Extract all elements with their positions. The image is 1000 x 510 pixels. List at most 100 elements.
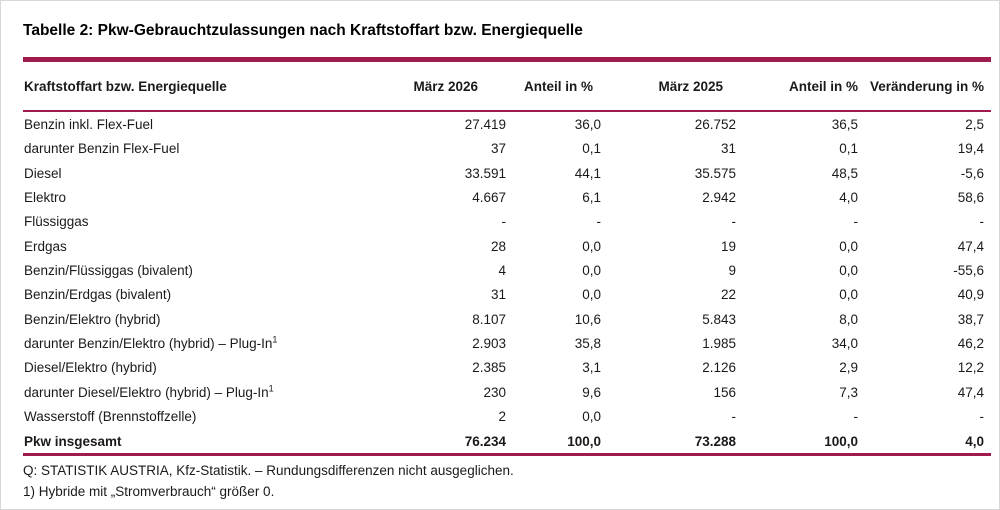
cell-anteil-2026: - bbox=[596, 214, 602, 230]
cell-veraenderung: - bbox=[979, 214, 985, 230]
fuel-type-text: Benzin/Elektro (hybrid) bbox=[24, 311, 161, 327]
cell-maerz-2026: 2 bbox=[498, 409, 506, 425]
table-row: darunter Benzin/Elektro (hybrid) – Plug-… bbox=[23, 331, 991, 355]
cell-anteil-2025: 34,0 bbox=[831, 336, 858, 352]
table-footnotes: Q: STATISTIK AUSTRIA, Kfz-Statistik. – R… bbox=[23, 461, 991, 502]
cell-maerz-2026: 28 bbox=[490, 238, 506, 254]
cell-anteil-2025: 0,0 bbox=[839, 263, 858, 279]
cell-maerz-2026: 76.234 bbox=[363, 428, 513, 457]
cell-veraenderung: 19,4 bbox=[957, 141, 984, 157]
fuel-type-text: Benzin/Flüssiggas (bivalent) bbox=[24, 263, 193, 279]
cell-fuel-type: Flüssiggas bbox=[23, 210, 363, 234]
cell-fuel-type: darunter Benzin/Elektro (hybrid) – Plug-… bbox=[23, 331, 363, 355]
table-title: Tabelle 2: Pkw-Gebrauchtzulassungen nach… bbox=[23, 22, 583, 40]
cell-fuel-type: Diesel/Elektro (hybrid) bbox=[23, 356, 363, 380]
cell-maerz-2025: 19 bbox=[720, 238, 736, 254]
cell-fuel-type: Diesel bbox=[23, 161, 363, 185]
fuel-type-text: Erdgas bbox=[24, 238, 67, 254]
cell-veraenderung: 47,4 bbox=[957, 238, 984, 254]
cell-maerz-2025: - bbox=[731, 214, 737, 230]
cell-fuel-type: Benzin/Flüssiggas (bivalent) bbox=[23, 258, 363, 282]
cell-maerz-2026: 4 bbox=[498, 263, 506, 279]
table-row: Benzin/Erdgas (bivalent) 31 0,0 22 0,0 4… bbox=[23, 283, 991, 307]
cell-fuel-type: Pkw insgesamt bbox=[23, 428, 363, 457]
table-row: Benzin inkl. Flex-Fuel 27.419 36,0 26.75… bbox=[23, 111, 991, 136]
fuel-type-text: Diesel bbox=[24, 165, 62, 181]
cell-anteil-2026: 44,1 bbox=[574, 165, 601, 181]
column-header-maerz-2026: März 2026 bbox=[363, 62, 513, 113]
cell-maerz-2026: 31 bbox=[490, 287, 506, 303]
fuel-type-text: Wasserstoff (Brennstoffzelle) bbox=[24, 409, 197, 425]
cell-maerz-2025: 5.843 bbox=[702, 311, 736, 327]
cell-maerz-2026: 33.591 bbox=[464, 165, 506, 181]
cell-maerz-2025: 26.752 bbox=[694, 117, 736, 133]
table-row: Benzin/Flüssiggas (bivalent) 4 0,0 9 0,0… bbox=[23, 258, 991, 282]
cell-fuel-type: Erdgas bbox=[23, 234, 363, 258]
cell-anteil-2025: 2,9 bbox=[839, 360, 858, 376]
cell-maerz-2025: - bbox=[731, 409, 737, 425]
table-row: Elektro 4.667 6,1 2.942 4,0 58,6 bbox=[23, 185, 991, 209]
cell-veraenderung: 12,2 bbox=[957, 360, 984, 376]
cell-fuel-type: Benzin/Elektro (hybrid) bbox=[23, 307, 363, 331]
cell-anteil-2025: 48,5 bbox=[831, 165, 858, 181]
table-row: Flüssiggas - - - - - bbox=[23, 210, 991, 234]
table-row: Erdgas 28 0,0 19 0,0 47,4 bbox=[23, 234, 991, 258]
footnote-marker: 1 bbox=[268, 383, 274, 394]
cell-anteil-2025: 0,0 bbox=[839, 287, 858, 303]
cell-anteil-2026: 9,6 bbox=[582, 384, 601, 400]
table-row: darunter Benzin Flex-Fuel 37 0,1 31 0,1 … bbox=[23, 137, 991, 161]
cell-maerz-2025: 1.985 bbox=[702, 336, 736, 352]
cell-maerz-2026: 230 bbox=[483, 384, 506, 400]
top-rule bbox=[23, 57, 991, 63]
cell-veraenderung: 47,4 bbox=[957, 384, 984, 400]
cell-fuel-type: darunter Diesel/Elektro (hybrid) – Plug-… bbox=[23, 380, 363, 404]
cell-fuel-type: Benzin/Erdgas (bivalent) bbox=[23, 283, 363, 307]
column-header-veraenderung: Veränderung in % bbox=[865, 62, 991, 113]
cell-veraenderung: 46,2 bbox=[957, 336, 984, 352]
table-row: Benzin/Elektro (hybrid) 8.107 10,6 5.843… bbox=[23, 307, 991, 331]
table-row: Diesel 33.591 44,1 35.575 48,5 -5,6 bbox=[23, 161, 991, 185]
table-row: Wasserstoff (Brennstoffzelle) 2 0,0 - - … bbox=[23, 405, 991, 429]
cell-fuel-type: Elektro bbox=[23, 185, 363, 209]
cell-veraenderung: 2,5 bbox=[965, 117, 984, 133]
fuel-type-text: Elektro bbox=[24, 190, 67, 206]
table-header-row: Kraftstoffart bzw. Energiequelle März 20… bbox=[23, 62, 991, 113]
cell-anteil-2026: 35,8 bbox=[574, 336, 601, 352]
cell-anteil-2026: 3,1 bbox=[582, 360, 601, 376]
data-table: Kraftstoffart bzw. Energiequelle März 20… bbox=[23, 62, 991, 457]
cell-maerz-2025: 2.126 bbox=[702, 360, 736, 376]
cell-anteil-2025: 7,3 bbox=[839, 384, 858, 400]
table-header: Kraftstoffart bzw. Energiequelle März 20… bbox=[23, 62, 991, 113]
cell-anteil-2026: 100,0 bbox=[513, 428, 608, 457]
cell-maerz-2026: 37 bbox=[490, 141, 506, 157]
cell-maerz-2026: 2.903 bbox=[472, 336, 506, 352]
cell-veraenderung: 4,0 bbox=[865, 428, 991, 457]
cell-anteil-2025: 0,0 bbox=[839, 238, 858, 254]
cell-veraenderung: - bbox=[979, 409, 985, 425]
cell-veraenderung: -5,6 bbox=[960, 165, 984, 181]
cell-anteil-2026: 6,1 bbox=[582, 190, 601, 206]
column-header-anteil-2026: Anteil in % bbox=[513, 62, 608, 113]
cell-anteil-2026: 0,1 bbox=[582, 141, 601, 157]
cell-maerz-2026: 8.107 bbox=[472, 311, 506, 327]
cell-maerz-2025: 156 bbox=[713, 384, 736, 400]
cell-fuel-type: Wasserstoff (Brennstoffzelle) bbox=[23, 405, 363, 429]
cell-veraenderung: 58,6 bbox=[957, 190, 984, 206]
fuel-type-text: darunter Benzin Flex-Fuel bbox=[24, 141, 180, 157]
cell-fuel-type: Benzin inkl. Flex-Fuel bbox=[23, 111, 363, 136]
table-body: Benzin inkl. Flex-Fuel 27.419 36,0 26.75… bbox=[23, 111, 991, 457]
cell-veraenderung: 38,7 bbox=[957, 311, 984, 327]
fuel-type-text: Benzin/Erdgas (bivalent) bbox=[24, 287, 172, 303]
cell-anteil-2025: 100,0 bbox=[743, 428, 865, 457]
cell-anteil-2026: 0,0 bbox=[582, 409, 601, 425]
cell-fuel-type: darunter Benzin Flex-Fuel bbox=[23, 137, 363, 161]
fuel-type-text: Diesel/Elektro (hybrid) bbox=[24, 360, 157, 376]
cell-maerz-2025: 9 bbox=[728, 263, 736, 279]
cell-maerz-2025: 2.942 bbox=[702, 190, 736, 206]
column-header-maerz-2025: März 2025 bbox=[608, 62, 743, 113]
fuel-type-text: darunter Benzin/Elektro (hybrid) – Plug-… bbox=[24, 336, 273, 352]
source-note: Q: STATISTIK AUSTRIA, Kfz-Statistik. – R… bbox=[23, 463, 514, 479]
footnote-1: 1) Hybride mit „Stromverbrauch“ größer 0… bbox=[23, 483, 275, 499]
cell-maerz-2025: 22 bbox=[720, 287, 736, 303]
